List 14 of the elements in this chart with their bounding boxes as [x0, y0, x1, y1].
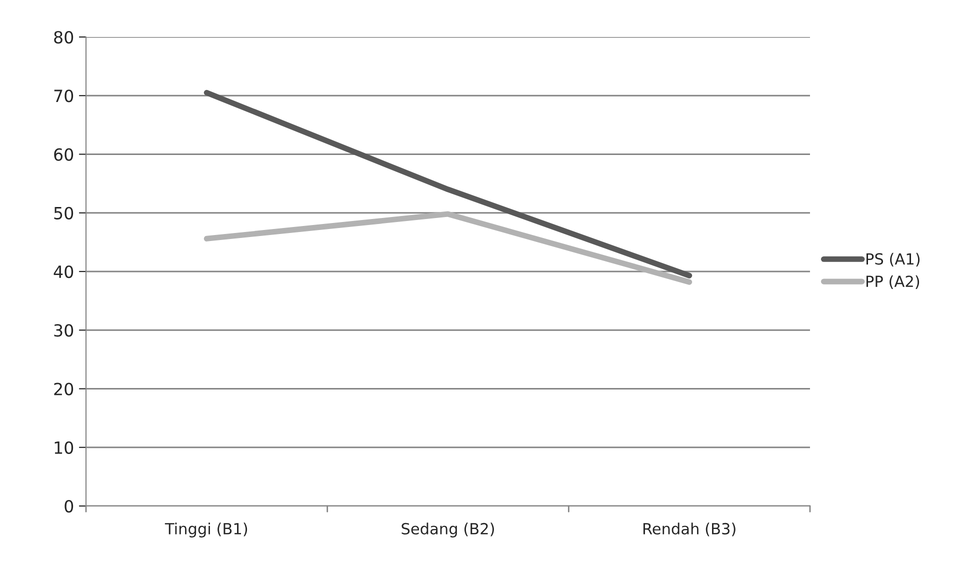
y-tick-label: 60 — [54, 148, 74, 161]
legend-label: PS (A1) — [866, 252, 920, 267]
y-tick-label: 0 — [64, 500, 74, 513]
y-tick-label: 20 — [54, 382, 74, 396]
y-tick-label: 80 — [54, 30, 74, 44]
x-tick-label: Sedang (B2) — [402, 522, 494, 538]
y-tick-label: 50 — [54, 206, 74, 220]
x-tick-label: Tinggi (B1) — [164, 522, 248, 538]
x-tick-label: Rendah (B3) — [643, 522, 736, 536]
y-tick-label: 10 — [54, 441, 74, 454]
y-tick-label: 40 — [54, 265, 74, 278]
y-tick-label: 70 — [54, 90, 74, 102]
y-tick-label: 30 — [54, 324, 74, 337]
legend-label: PP (A2) — [866, 275, 920, 289]
